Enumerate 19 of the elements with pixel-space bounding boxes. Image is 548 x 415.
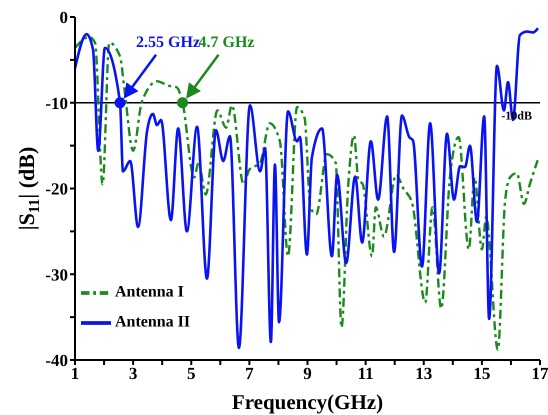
x-tick-label: 5 [187,364,196,384]
x-tick-label: 9 [303,364,312,384]
y-tick-label: -10 [45,94,68,113]
legend-label: Antenna I [115,284,184,301]
annotation: 4.7 GHz [198,34,255,51]
x-tick-label: 11 [358,364,374,384]
y-tick-label: -20 [45,180,68,199]
legend-label: Antenna II [115,314,190,331]
x-tick-label: 13 [415,364,432,384]
x-tick-label: 7 [245,364,254,384]
x-tick-label: 15 [473,364,490,384]
y-tick-label: -30 [45,265,68,284]
y-tick-label: -40 [45,351,68,370]
x-tick-label: 17 [532,364,548,384]
x-tick-label: 1 [70,364,80,384]
x-tick-label: 3 [128,364,138,384]
y-tick-label: 0 [60,8,68,28]
x-axis-title: Frequency(GHz) [232,390,384,414]
annotation: 2.55 GHz [136,34,200,51]
